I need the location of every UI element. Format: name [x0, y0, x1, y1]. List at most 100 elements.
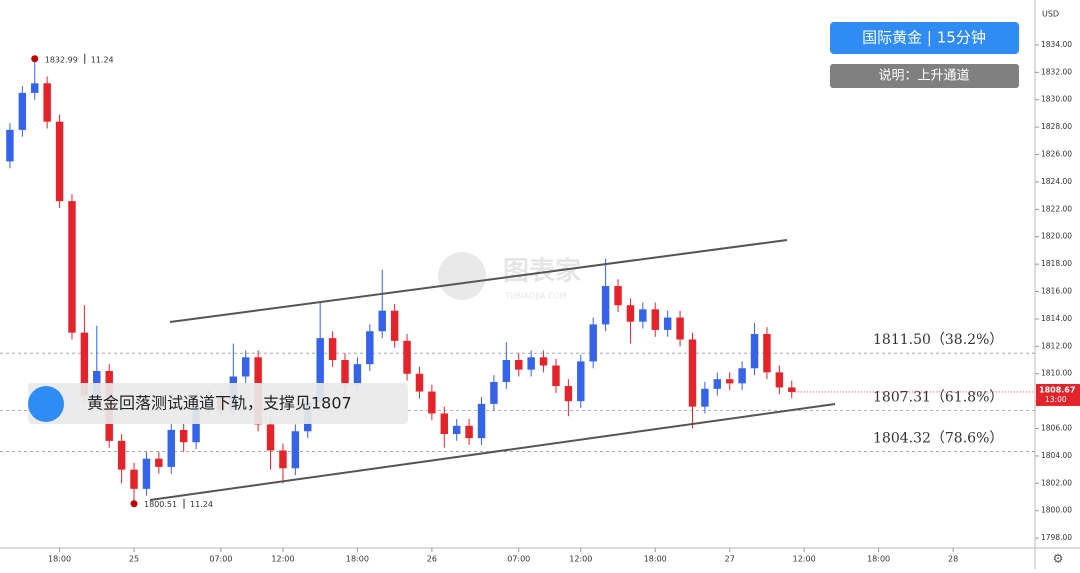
subtitle-box — [830, 64, 1019, 88]
price-tag — [1036, 383, 1080, 406]
price-tag-value: 1808.67 — [1039, 385, 1075, 394]
level-label: 1804.32（78.6%） — [873, 431, 1003, 447]
candle-body — [676, 317, 684, 340]
candle-body — [490, 381, 498, 404]
x-tick-label: 18:00 — [48, 555, 71, 564]
subtitle: 说明：上升通道 — [878, 69, 969, 84]
candle-body — [539, 357, 548, 366]
y-tick-label: 1822.00 — [1041, 204, 1072, 213]
candle-body — [750, 334, 759, 369]
candle-body — [142, 458, 151, 489]
y-tick-label: 1806.00 — [1041, 424, 1072, 433]
y-tick-label: 1812.00 — [1041, 341, 1072, 350]
annotation: 黄金回落测试通道下轨，支撑见1807 — [87, 394, 352, 413]
y-tick-label: 1834.00 — [1041, 40, 1072, 49]
y-tick-label: 1798.00 — [1041, 533, 1072, 542]
y-tick-label: 1814.00 — [1041, 314, 1072, 323]
watermark-logo — [438, 252, 486, 300]
candle-body — [626, 305, 635, 322]
candle-body — [130, 469, 138, 489]
candle-body — [192, 406, 200, 443]
x-tick-label: 12:00 — [793, 555, 816, 564]
x-tick-label: 12:00 — [271, 555, 294, 564]
candle-body — [80, 332, 89, 396]
candle-body — [651, 309, 659, 330]
candle-body — [775, 372, 784, 388]
currency: USD — [1042, 10, 1059, 19]
candle-body — [428, 391, 436, 414]
point-value: 1800.51 — [144, 500, 177, 509]
annotation-icon — [28, 386, 64, 422]
point-marker — [130, 500, 138, 508]
candle-body — [68, 201, 76, 333]
candle-body — [403, 340, 411, 374]
candle-body — [502, 360, 511, 382]
y-tick-label: 1828.00 — [1041, 122, 1072, 131]
x-tick-label: 12:00 — [569, 555, 592, 564]
candle-body — [179, 429, 188, 443]
watermark-sub: TUBIAOJIA.COM — [504, 292, 567, 301]
candle-body — [713, 379, 722, 389]
candle-body — [639, 309, 647, 322]
watermark-group: 图表家 TUBIAOJIA.COM — [438, 252, 581, 301]
candle-body — [31, 83, 39, 93]
y-tick-label: 1818.00 — [1041, 259, 1072, 268]
level-label: 1807.31（61.8%） — [873, 390, 1003, 406]
x-tick-label: 28 — [948, 555, 958, 564]
candle-body — [564, 386, 573, 402]
x-tick-label: 18:00 — [346, 555, 369, 564]
x-tick-label: 27 — [725, 555, 735, 564]
candle-body — [366, 331, 374, 365]
candle-body — [601, 286, 610, 325]
candle-body — [763, 334, 771, 373]
candle-body — [577, 361, 585, 402]
candle-body — [440, 413, 449, 435]
channel-upper — [169, 239, 788, 323]
candle-body — [18, 92, 27, 130]
y-tick-label: 1816.00 — [1041, 287, 1072, 296]
candle-body — [452, 425, 461, 435]
candle-body — [738, 368, 746, 384]
candle-body — [353, 364, 362, 385]
candle-body — [701, 388, 709, 407]
price-tag-time: 13:00 — [1045, 395, 1067, 404]
point-note: 11.24 — [91, 55, 114, 64]
candle-body — [527, 357, 535, 370]
candle-body — [663, 317, 672, 330]
x-tick-label: 25 — [129, 555, 139, 564]
candle-body — [688, 339, 697, 407]
grid — [0, 352, 1035, 452]
y-tick-label: 1832.00 — [1041, 67, 1072, 76]
y-tick-label: 1800.00 — [1041, 506, 1072, 515]
candle-body — [117, 440, 126, 470]
candle-body — [614, 286, 622, 306]
annotation-box — [28, 383, 408, 424]
point-note: 11.24 — [190, 500, 213, 509]
candle-body — [788, 387, 796, 392]
candle-body — [465, 425, 473, 439]
candle-body — [328, 338, 337, 361]
settings-icon[interactable]: ⚙ — [1053, 552, 1064, 566]
title-box — [830, 22, 1019, 54]
y-tick-label: 1824.00 — [1041, 177, 1072, 186]
y-tick-label: 1802.00 — [1041, 478, 1072, 487]
x-tick-label: 07:00 — [209, 555, 232, 564]
y-tick-label: 1826.00 — [1041, 150, 1072, 159]
candle-body — [477, 403, 486, 439]
candle-body — [43, 83, 51, 122]
candle-body — [552, 365, 560, 387]
candle-body — [390, 310, 399, 341]
watermark: 图表家 — [503, 256, 581, 287]
candle-body — [589, 324, 597, 362]
point-marker — [31, 55, 39, 63]
x-tick-label: 18:00 — [644, 555, 667, 564]
candle-body — [241, 357, 250, 377]
candle-body — [167, 429, 175, 467]
level-label: 1811.50（38.2%） — [873, 332, 1003, 348]
candle-body — [415, 373, 424, 392]
candle-body — [515, 360, 523, 370]
x-tick-label: 26 — [427, 555, 437, 564]
point-value: 1832.99 — [45, 55, 78, 64]
